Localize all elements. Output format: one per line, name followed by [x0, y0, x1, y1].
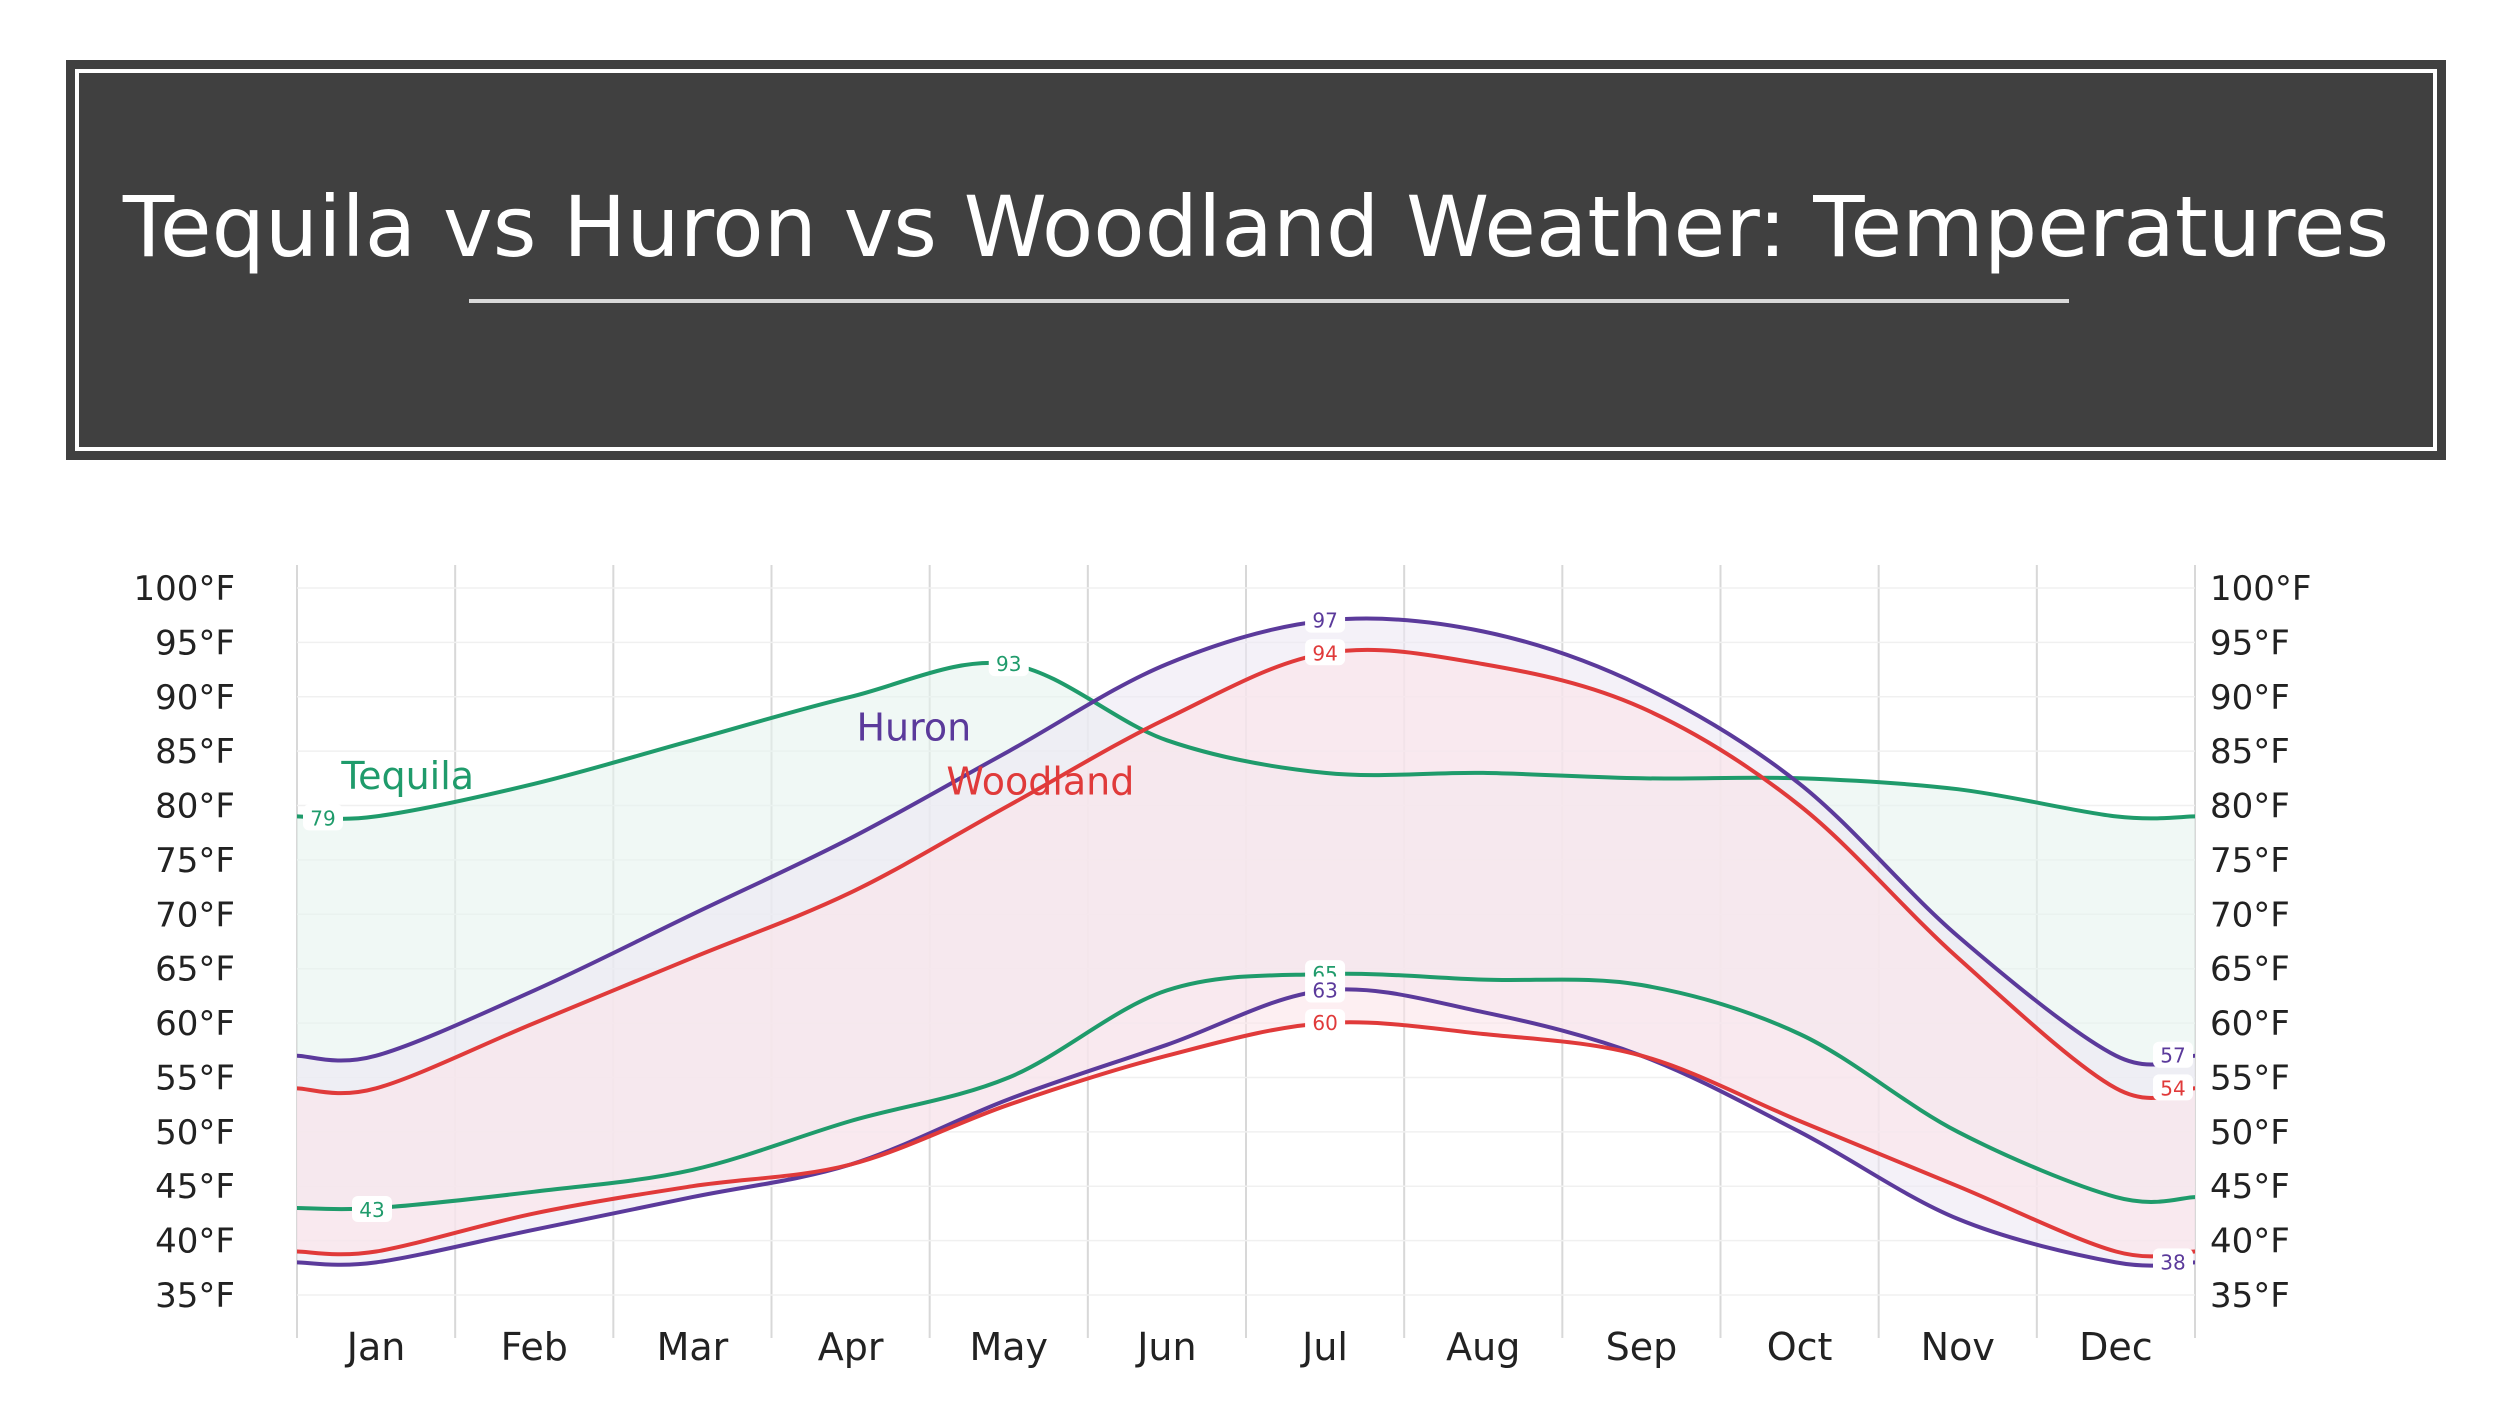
- x-axis: Jan Feb Mar Apr May Jun Jul Aug Sep Oct Nov Dec: [345, 1325, 2153, 1369]
- point-label: 54: [2160, 1076, 2185, 1100]
- y-tick-label-right: 85°F: [2210, 732, 2290, 772]
- point-label-bg: [2153, 1041, 2193, 1068]
- y-tick-label-right: 60°F: [2210, 1004, 2290, 1044]
- point-label-bg: [303, 804, 343, 831]
- y-tick-label-left: 35°F: [155, 1276, 235, 1316]
- y-tick-label-left: 80°F: [155, 787, 235, 827]
- y-tick-label-right: 75°F: [2210, 841, 2290, 881]
- point-label: 57: [2160, 1044, 2185, 1068]
- y-tick-label-right: 70°F: [2210, 895, 2290, 935]
- series-name-tequila: Tequila: [340, 754, 474, 798]
- y-tick-label-right: 50°F: [2210, 1113, 2290, 1153]
- x-tick-label: Aug: [1446, 1325, 1520, 1369]
- title-banner: Tequila vs Huron vs Woodland Weather: Te…: [66, 60, 2446, 460]
- x-tick-label: Jun: [1135, 1325, 1196, 1369]
- y-axis-left: 100°F 95°F 90°F 85°F 80°F 75°F 70°F 65°F 60°F 55°…: [134, 569, 235, 1316]
- y-tick-label-right: 90°F: [2210, 678, 2290, 718]
- y-tick-label-left: 75°F: [155, 841, 235, 881]
- y-tick-label-left: 65°F: [155, 950, 235, 990]
- y-tick-label-left: 100°F: [134, 569, 235, 609]
- point-label: 60: [1312, 1011, 1337, 1035]
- band-woodland: [297, 649, 2195, 1257]
- y-tick-label-left: 60°F: [155, 1004, 235, 1044]
- point-label-bg: [2153, 1074, 2193, 1101]
- x-tick-label: Jan: [345, 1325, 406, 1369]
- point-label: 63: [1312, 978, 1337, 1002]
- y-tick-label-right: 65°F: [2210, 950, 2290, 990]
- x-tick-label: Mar: [657, 1325, 729, 1369]
- point-label-bg: [1305, 976, 1346, 1003]
- y-tick-label-left: 50°F: [155, 1113, 235, 1153]
- point-label-bg: [988, 650, 1029, 677]
- y-tick-label-right: 45°F: [2210, 1167, 2290, 1207]
- y-tick-label-left: 95°F: [155, 623, 235, 663]
- point-label: 38: [2160, 1250, 2185, 1274]
- y-tick-label-right: 95°F: [2210, 623, 2290, 663]
- y-tick-label-left: 90°F: [155, 678, 235, 718]
- line-huron-low: [296, 987, 2196, 1268]
- temperature-lines: [296, 616, 2196, 1268]
- x-tick-label: Dec: [2079, 1325, 2153, 1369]
- point-label: 93: [996, 652, 1021, 676]
- point-label-bg: [352, 1195, 392, 1222]
- x-tick-label: Sep: [1606, 1325, 1678, 1369]
- x-tick-label: Oct: [1767, 1325, 1833, 1369]
- line-huron-high: [296, 616, 2196, 1067]
- temperature-bands: [297, 618, 2195, 1266]
- series-annotations: TequilaHuronWoodland79439365976357389460…: [303, 606, 2193, 1275]
- point-label: 94: [1312, 641, 1337, 665]
- y-tick-label-left: 55°F: [155, 1058, 235, 1098]
- series-name-woodland: Woodland: [946, 760, 1134, 804]
- y-tick-label-right: 35°F: [2210, 1276, 2290, 1316]
- y-tick-label-right: 40°F: [2210, 1222, 2290, 1262]
- y-tick-label-left: 45°F: [155, 1167, 235, 1207]
- point-label: 43: [359, 1198, 384, 1222]
- x-tick-label: Nov: [1921, 1325, 1995, 1369]
- y-axis-right: 100°F 95°F 90°F 85°F 80°F 75°F 70°F 65°F 60°F 55°…: [2210, 569, 2311, 1316]
- line-woodland-low: [296, 1020, 2196, 1259]
- y-tick-label-right: 55°F: [2210, 1058, 2290, 1098]
- point-label-bg: [1305, 606, 1346, 633]
- line-tequila-low: [296, 971, 2196, 1212]
- x-tick-label: Jul: [1300, 1325, 1348, 1369]
- series-name-huron: Huron: [856, 705, 971, 749]
- y-tick-label-left: 40°F: [155, 1222, 235, 1262]
- point-label: 79: [310, 806, 335, 830]
- y-tick-label-left: 85°F: [155, 732, 235, 772]
- y-tick-label-right: 100°F: [2210, 569, 2311, 609]
- x-tick-label: May: [969, 1325, 1048, 1369]
- y-tick-label-right: 80°F: [2210, 787, 2290, 827]
- x-tick-label: Apr: [818, 1325, 884, 1369]
- x-tick-label: Feb: [501, 1325, 568, 1369]
- point-label: 97: [1312, 609, 1337, 633]
- point-label-bg: [1305, 639, 1346, 666]
- point-label-bg: [2153, 1248, 2193, 1275]
- title-frame: Tequila vs Huron vs Woodland Weather: Te…: [75, 69, 2437, 451]
- line-tequila-high: [296, 661, 2196, 821]
- y-tick-label-left: 70°F: [155, 895, 235, 935]
- title-underline: [469, 299, 2069, 303]
- temperature-chart: 100°F 95°F 90°F 85°F 80°F 75°F 70°F 65°F 60°F 55°…: [134, 565, 2311, 1369]
- line-woodland-high: [296, 647, 2196, 1100]
- slide-title: Tequila vs Huron vs Woodland Weather: Te…: [122, 178, 2390, 276]
- point-label-bg: [1305, 1009, 1346, 1036]
